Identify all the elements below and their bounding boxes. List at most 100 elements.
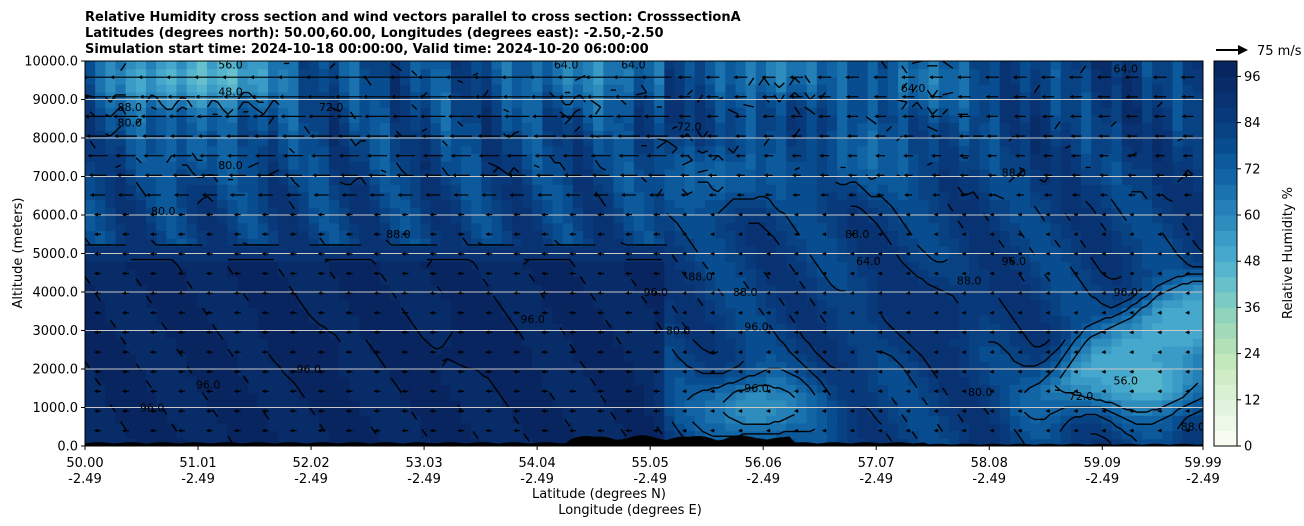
humidity-cell xyxy=(166,84,178,93)
humidity-cell xyxy=(755,122,767,131)
humidity-cell xyxy=(145,130,157,139)
humidity-cell xyxy=(359,345,371,355)
humidity-cell xyxy=(928,230,940,239)
humidity-cell xyxy=(552,99,564,108)
humidity-cell xyxy=(511,284,523,293)
humidity-cell xyxy=(410,130,421,139)
humidity-cell xyxy=(227,430,239,439)
humidity-cell xyxy=(298,68,310,77)
humidity-cell xyxy=(328,292,340,301)
humidity-cell xyxy=(898,76,909,85)
humidity-cell xyxy=(349,369,361,378)
humidity-cell xyxy=(308,407,320,416)
humidity-cell xyxy=(837,338,848,347)
humidity-cell xyxy=(715,430,726,439)
humidity-cell xyxy=(430,422,442,432)
humidity-cell xyxy=(1081,299,1092,308)
humidity-cell xyxy=(725,176,737,185)
humidity-cell xyxy=(339,268,350,278)
humidity-cell xyxy=(1040,230,1052,239)
humidity-cell xyxy=(857,276,869,285)
humidity-cell xyxy=(400,369,411,378)
humidity-cell xyxy=(298,299,310,308)
humidity-cell xyxy=(440,407,452,416)
humidity-cell xyxy=(552,138,564,147)
humidity-cell xyxy=(532,338,543,347)
humidity-cell xyxy=(979,207,991,216)
humidity-cell xyxy=(267,322,279,332)
humidity-cell xyxy=(105,176,117,185)
humidity-cell xyxy=(1070,68,1082,77)
humidity-cell xyxy=(440,199,452,208)
humidity-cell xyxy=(1009,284,1021,293)
humidity-cell xyxy=(644,276,655,285)
humidity-cell xyxy=(786,107,798,116)
humidity-cell xyxy=(887,415,899,424)
humidity-cell xyxy=(288,422,300,432)
humidity-cell xyxy=(583,415,594,424)
humidity-cell xyxy=(420,376,432,385)
humidity-cell xyxy=(339,84,350,93)
humidity-cell xyxy=(491,130,503,139)
humidity-cell xyxy=(359,322,371,332)
humidity-cell xyxy=(755,345,767,355)
humidity-cell xyxy=(938,161,950,170)
humidity-cell xyxy=(1060,61,1072,70)
humidity-cell xyxy=(247,392,259,401)
humidity-cell xyxy=(1081,222,1092,231)
humidity-cell xyxy=(979,361,991,370)
humidity-cell xyxy=(379,122,391,131)
humidity-cell xyxy=(938,284,950,293)
humidity-cell xyxy=(267,199,279,208)
humidity-cell xyxy=(1070,376,1082,385)
humidity-cell xyxy=(369,330,381,339)
humidity-cell xyxy=(481,315,493,324)
humidity-cell xyxy=(898,61,909,70)
humidity-cell xyxy=(715,145,726,154)
humidity-cell xyxy=(583,122,594,131)
humidity-cell xyxy=(613,215,625,224)
humidity-cell xyxy=(593,122,604,131)
humidity-cell xyxy=(430,222,442,231)
humidity-cell xyxy=(349,114,361,124)
humidity-cell xyxy=(95,315,106,324)
humidity-cell xyxy=(765,330,777,339)
humidity-cell xyxy=(176,76,188,85)
humidity-cell xyxy=(898,315,909,324)
humidity-cell xyxy=(725,307,737,316)
humidity-cell xyxy=(623,61,635,70)
humidity-cell xyxy=(715,407,726,416)
humidity-cell xyxy=(786,130,798,139)
humidity-cell xyxy=(125,138,137,147)
humidity-cell xyxy=(135,161,147,170)
humidity-cell xyxy=(440,138,452,147)
humidity-cell xyxy=(918,207,930,216)
humidity-cell xyxy=(532,430,543,439)
humidity-cell xyxy=(532,345,543,355)
humidity-cell xyxy=(125,376,137,385)
humidity-cell xyxy=(633,84,645,93)
humidity-cell xyxy=(908,253,920,262)
humidity-cell xyxy=(349,61,361,70)
humidity-cell xyxy=(410,369,421,378)
humidity-cell xyxy=(704,207,716,216)
humidity-cell xyxy=(1050,230,1062,239)
humidity-cell xyxy=(704,215,716,224)
humidity-cell xyxy=(898,415,909,424)
humidity-cell xyxy=(135,168,147,178)
humidity-cell xyxy=(1081,338,1092,347)
humidity-cell xyxy=(410,392,421,401)
humidity-cell xyxy=(704,330,716,339)
humidity-cell xyxy=(664,130,676,139)
humidity-cell xyxy=(552,430,564,439)
humidity-cell xyxy=(908,322,920,332)
humidity-cell xyxy=(237,299,249,308)
humidity-cell xyxy=(776,376,787,385)
humidity-cell xyxy=(816,284,828,293)
humidity-cell xyxy=(816,161,828,170)
humidity-cell xyxy=(349,130,361,139)
humidity-cell xyxy=(186,130,198,139)
humidity-cell xyxy=(318,299,330,308)
humidity-cell xyxy=(623,253,635,262)
humidity-cell xyxy=(328,114,340,124)
